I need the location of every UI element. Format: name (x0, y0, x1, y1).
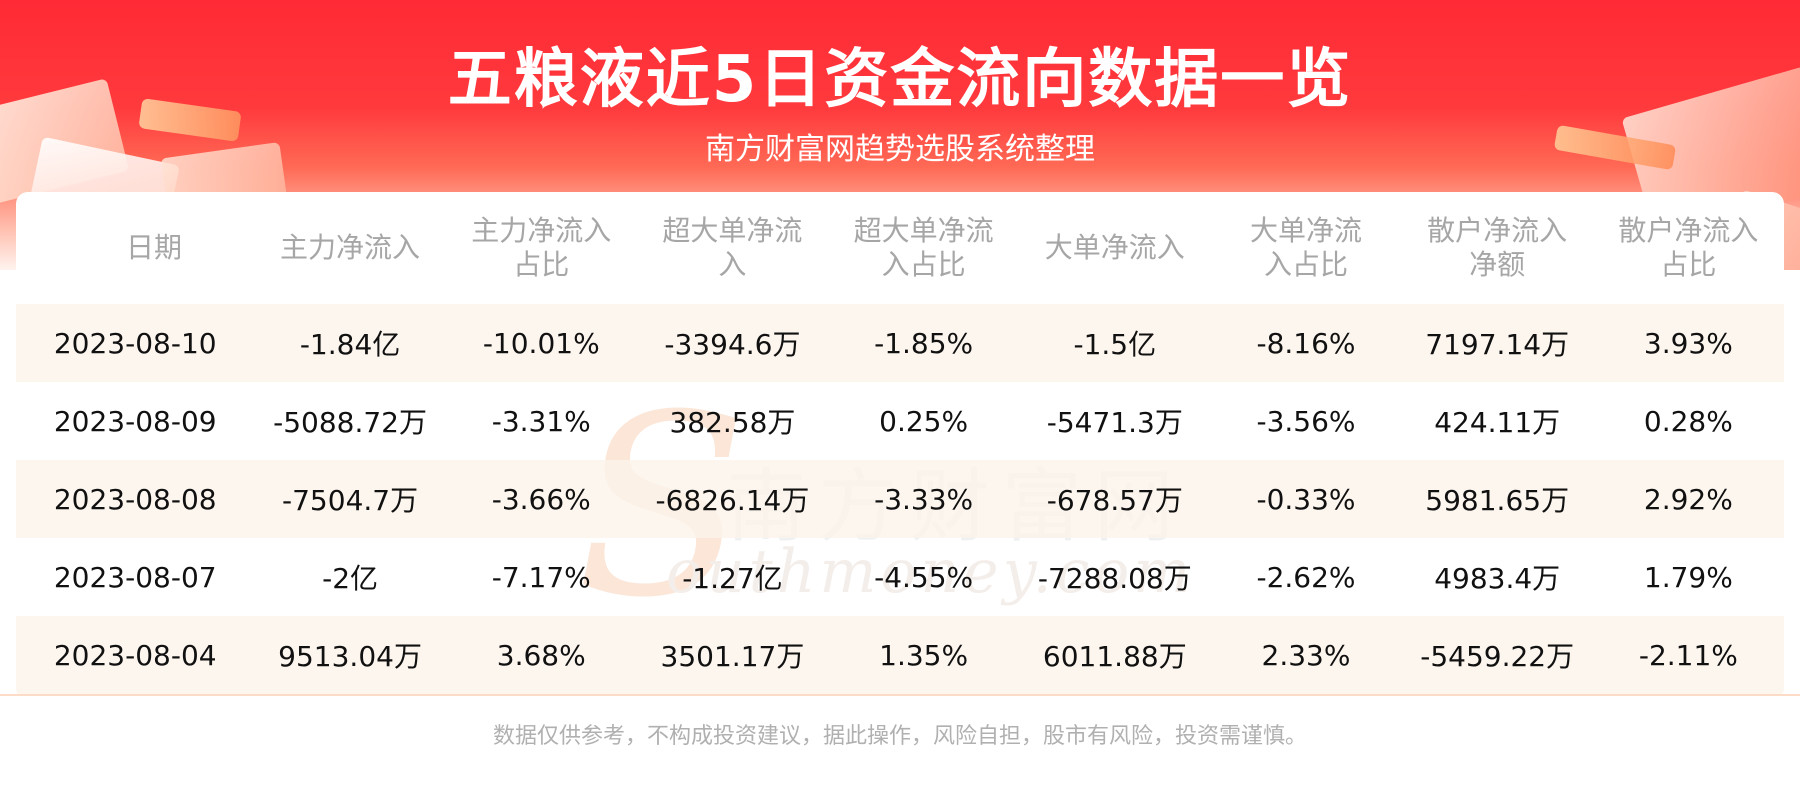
table-cell: -3394.6万 (636, 304, 829, 382)
page-subtitle: 南方财富网趋势选股系统整理 (705, 132, 1095, 167)
table-cell: -4.55% (874, 560, 974, 594)
fund-flow-table: 日期 主力净流入 主力净流入 占比 超大单净流入超大单净流 入占比 大单净流入 大单净流 入占比… (16, 192, 1784, 694)
table-cell: 0.25% (879, 404, 969, 438)
column-header: 主力净流入 占比 (471, 214, 612, 281)
table-cell: 9513.04万 (254, 616, 446, 694)
table-cell: 2.92% (1592, 460, 1784, 538)
column-header: 日期 (126, 231, 183, 264)
column-header: 超大单净流 入占比 (853, 214, 994, 281)
table-cell: -1.85% (828, 304, 1020, 382)
column-header: 散户净流入 净额 (1427, 214, 1568, 281)
column-header: 大单净流入 (1044, 231, 1185, 264)
table-cell: 1.79% (1643, 560, 1733, 594)
table-cell: -8.16% (1210, 304, 1402, 382)
column-header: 散户净流入 占比 (1618, 214, 1759, 281)
table-cell: 7197.14万 (1401, 304, 1593, 382)
table-row: 2023-08-07 -2亿 -7.17% -1.27亿 -4.55% -7288.08万… (16, 538, 1784, 616)
table-cell: -3.31% (491, 404, 591, 438)
table-cell: -1.84亿 (254, 304, 446, 382)
table-header-row: 日期 主力净流入 主力净流入 占比 超大单净流入超大单净流 入占比 大单净流入 大单净流 入占比… (16, 192, 1784, 304)
table-cell: 6011.88万 (1019, 616, 1211, 694)
table-cell: 2.33% (1210, 616, 1402, 694)
table-cell: -1.27亿 (682, 562, 783, 595)
table-row: 2023-08-04 9513.04万 3.68% 3501.17万 1.35% 6011… (16, 616, 1784, 694)
page-title: 五粮液近5日资金流向数据一览 (447, 43, 1353, 117)
table-cell: 3501.17万 (636, 616, 829, 694)
table-cell: -3.33% (828, 460, 1020, 538)
table-row: 2023-08-10 -1.84亿 -10.01% -3394.6万 -1.85% -1.… (16, 304, 1784, 382)
column-header: 大单净流 入占比 (1249, 214, 1362, 281)
table-row: 2023-08-09 -5088.72万 -3.31% 382.58万 0.25% -54… (16, 382, 1784, 460)
table-cell: -10.01% (445, 304, 637, 382)
table-cell: -2亿 (322, 562, 379, 595)
table-cell: -3.66% (445, 460, 637, 538)
table-cell: -678.57万 (1019, 460, 1211, 538)
column-header: 超大单净流入 (662, 214, 803, 281)
table-cell: 424.11万 (1434, 406, 1561, 439)
data-card: S 南方财富网 outhmoney.com 日期主力净流入主力净流入占比超大单净… (16, 192, 1784, 700)
table-cell: -2.11% (1592, 616, 1784, 694)
table-cell: 5981.65万 (1401, 460, 1593, 538)
table-cell: 382.58万 (669, 406, 796, 439)
table-cell: -7288.08万 (1037, 562, 1192, 595)
disclaimer-text: 数据仅供参考，不构成投资建议，据此操作，风险自担，股市有风险，投资需谨慎。 (492, 724, 1307, 749)
table-body: 2023-08-10 -1.84亿 -10.01% -3394.6万 -1.85% -1.… (16, 304, 1784, 694)
table-cell: -5459.22万 (1401, 616, 1593, 694)
table-cell: 2023-08-07 (53, 560, 217, 594)
table-cell: 2023-08-04 (16, 616, 255, 694)
table-cell: -5088.72万 (273, 406, 428, 439)
table-cell: -0.33% (1210, 460, 1402, 538)
table-cell: -7.17% (491, 560, 591, 594)
table-cell: -1.5亿 (1019, 304, 1211, 382)
column-header: 主力净流入 (280, 231, 421, 264)
footer-divider (0, 694, 1800, 696)
table-cell: -7504.7万 (254, 460, 446, 538)
table-cell: -6826.14万 (636, 460, 829, 538)
table-cell: 1.35% (828, 616, 1020, 694)
table-cell: 0.28% (1643, 404, 1733, 438)
table-cell: 3.68% (445, 616, 637, 694)
table-cell: 2023-08-09 (53, 404, 217, 438)
table-cell: 4983.4万 (1434, 562, 1561, 595)
table-cell: 2023-08-10 (16, 304, 255, 382)
table-cell: -3.56% (1256, 404, 1356, 438)
table-cell: 3.93% (1592, 304, 1784, 382)
table-cell: 2023-08-08 (16, 460, 255, 538)
table-row: 2023-08-08 -7504.7万 -3.66% -6826.14万 -3.33% -… (16, 460, 1784, 538)
table-cell: -2.62% (1256, 560, 1356, 594)
table-cell: -5471.3万 (1046, 406, 1183, 439)
